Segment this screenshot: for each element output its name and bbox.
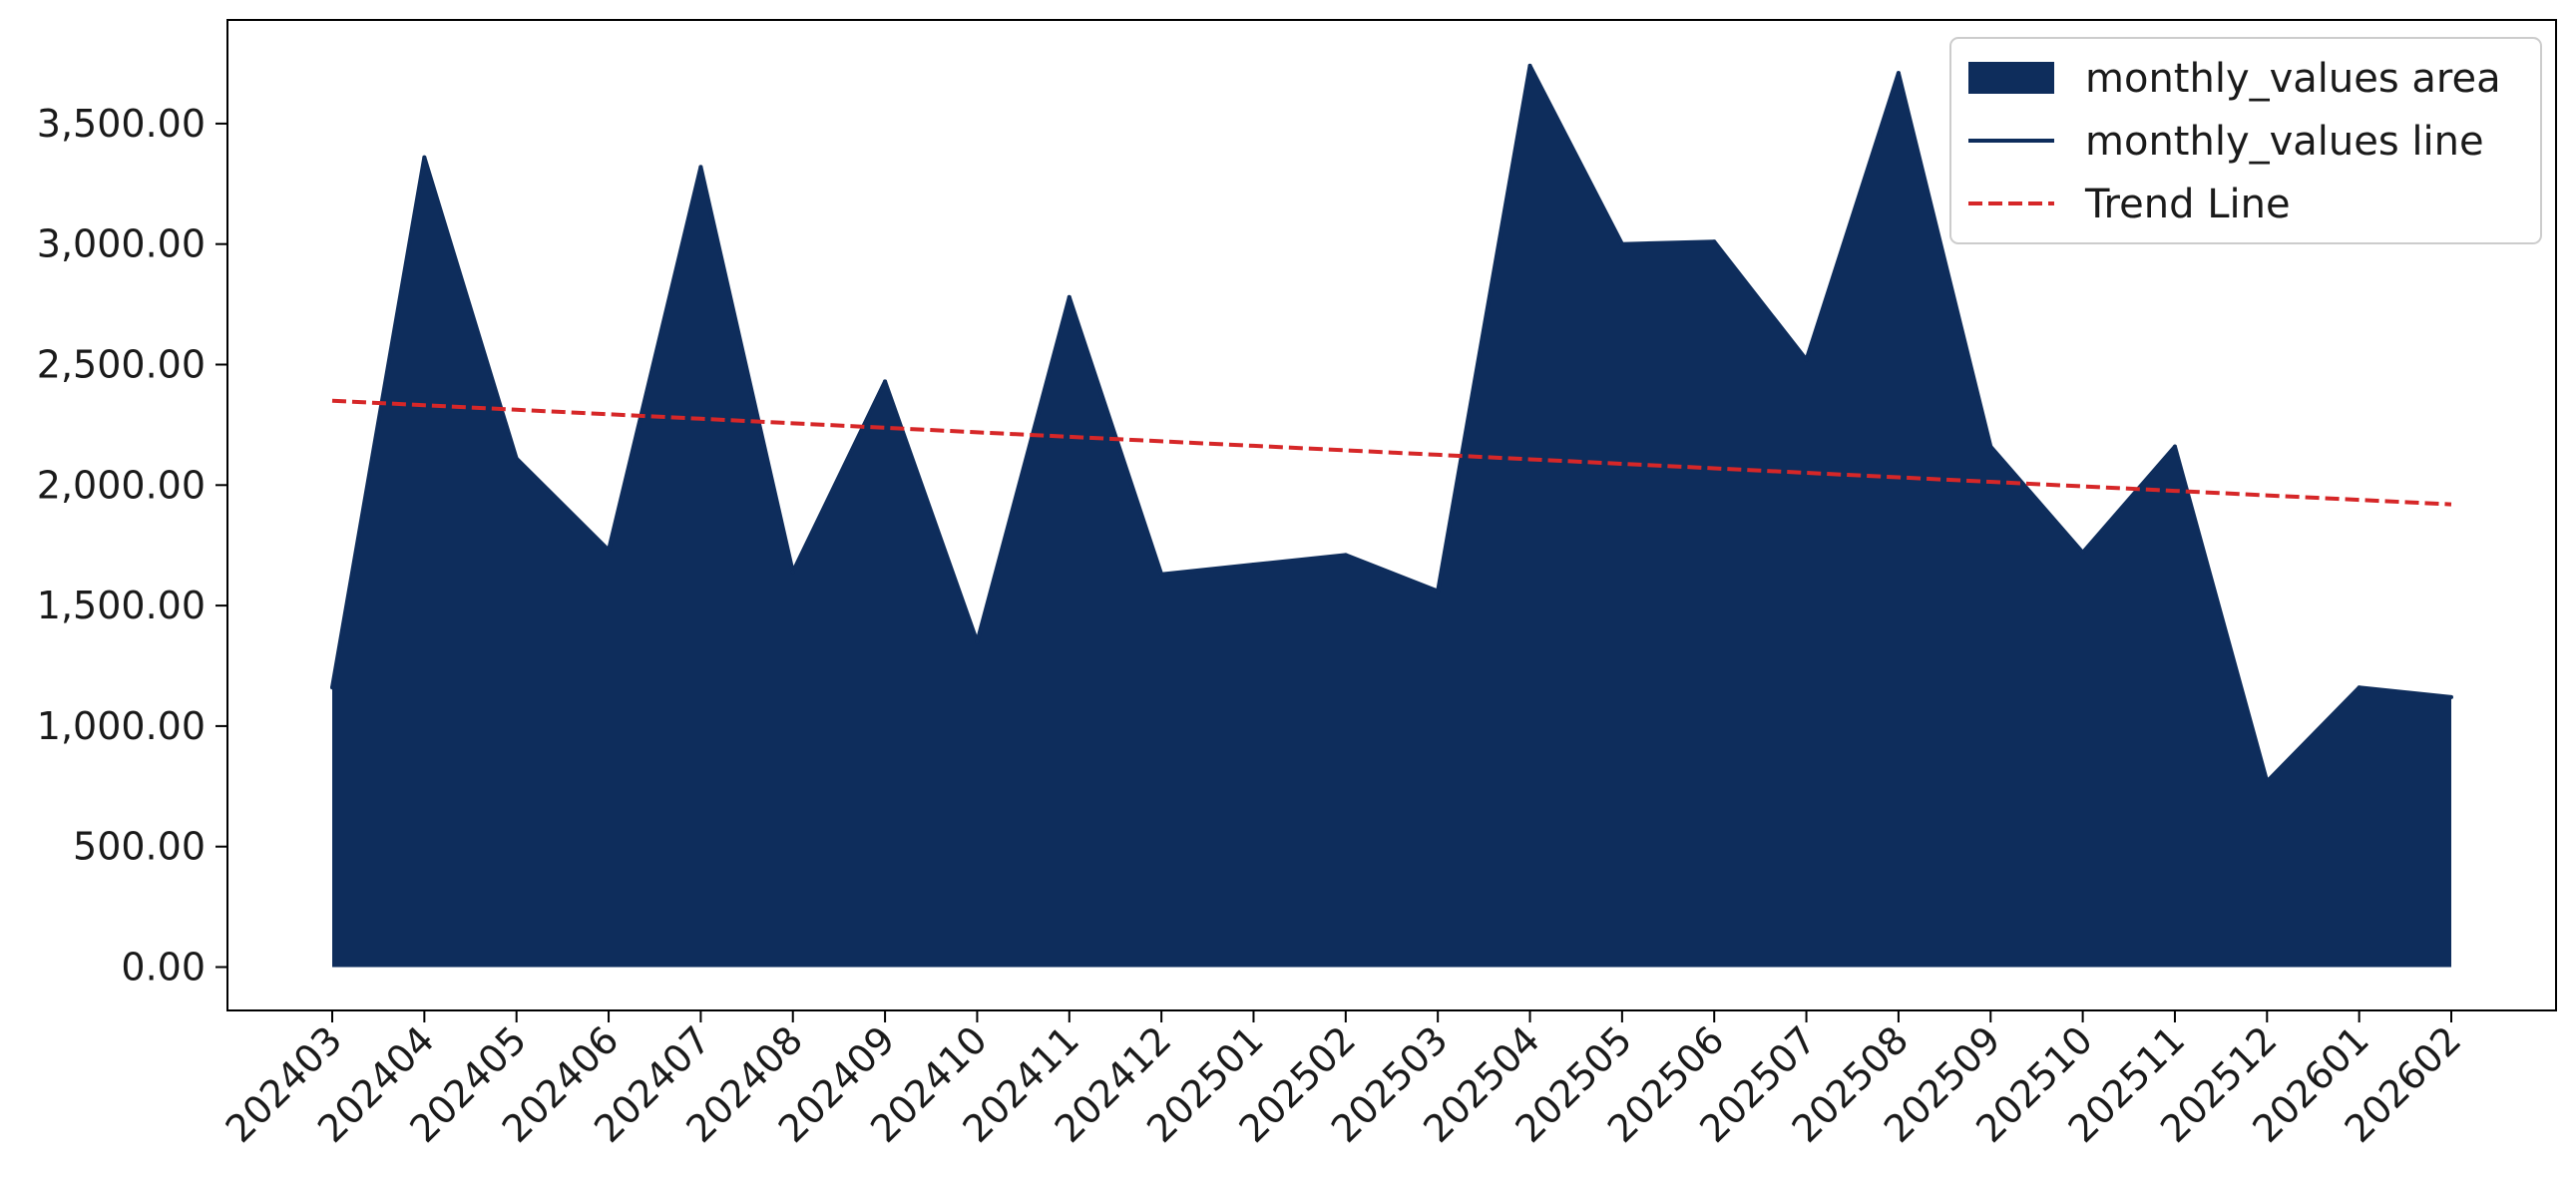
series-trend-line (331, 398, 2452, 507)
y-tick-label: 2,000.00 (37, 463, 206, 507)
legend-label: monthly_values area (2085, 56, 2501, 102)
data-point (2080, 550, 2085, 555)
legend-box (1949, 37, 2542, 244)
data-point (422, 155, 427, 160)
data-point (975, 639, 980, 644)
data-point (790, 570, 795, 575)
legend-label: Trend Line (2084, 182, 2291, 227)
series-line-monthly-values (330, 63, 2452, 784)
data-point (1436, 589, 1441, 594)
y-tick-label: 0.00 (121, 946, 206, 990)
data-point (1067, 294, 1072, 299)
data-point (1712, 239, 1717, 244)
data-point (883, 379, 888, 384)
data-point (2449, 694, 2453, 699)
plot-frame (226, 19, 2557, 1011)
data-point (514, 456, 519, 461)
data-point (2357, 685, 2361, 690)
data-point (1527, 63, 1532, 68)
data-point (2265, 779, 2270, 784)
legend-label: monthly_values line (2085, 119, 2484, 165)
y-tick-label: 3,000.00 (37, 222, 206, 266)
y-tick-label: 2,500.00 (37, 342, 206, 386)
data-point (330, 685, 334, 690)
data-point (607, 548, 612, 553)
data-point (2172, 444, 2177, 449)
series-area-monthly-values (332, 65, 2451, 968)
x-axis: 2024032024042024052024062024072024082024… (217, 1010, 2469, 1151)
data-point (1159, 572, 1164, 577)
data-point (698, 165, 703, 170)
y-tick-label: 500.00 (73, 825, 206, 869)
y-tick-label: 1,000.00 (37, 704, 206, 748)
y-axis: 0.00 500.00 1,000.00 1,500.00 2,000.00 2,500.… (37, 102, 227, 990)
data-point (1896, 71, 1901, 76)
data-point (1804, 357, 1809, 362)
data-point (1251, 563, 1256, 568)
legend-swatch-area (1968, 62, 2054, 94)
data-point (1343, 553, 1348, 558)
legend: monthly_values area monthly_values line Tr… (1949, 37, 2542, 244)
data-point (1988, 444, 1993, 449)
plot-layer (330, 63, 2453, 968)
data-point (1619, 241, 1624, 246)
y-tick-label: 1,500.00 (37, 584, 206, 627)
y-tick-label: 3,500.00 (37, 102, 206, 146)
